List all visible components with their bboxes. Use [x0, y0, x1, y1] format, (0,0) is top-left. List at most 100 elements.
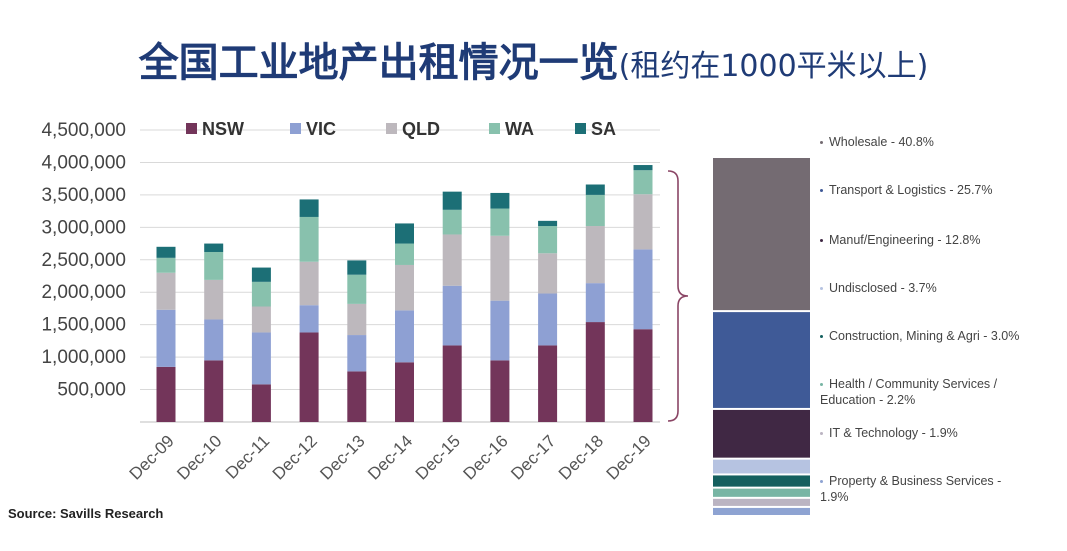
x-tick-label: Dec-18	[555, 431, 607, 483]
x-tick-label: Dec-09	[126, 431, 178, 483]
bar-segment-qld	[586, 226, 605, 283]
bar-segment-vic	[490, 301, 509, 361]
sector-label: Transport & Logistics - 25.7%	[829, 183, 993, 197]
legend-swatch-wa	[489, 123, 500, 134]
bar-segment-sa	[157, 247, 176, 258]
bar-segment-nsw	[395, 362, 414, 422]
bar-segment-vic	[395, 310, 414, 362]
bar-segment-qld	[538, 253, 557, 293]
legend-label-qld: QLD	[402, 119, 440, 139]
bar-segment-wa	[490, 209, 509, 236]
x-tick-label: Dec-10	[173, 431, 225, 483]
bar-segment-nsw	[634, 329, 653, 422]
bar-segment-qld	[490, 236, 509, 301]
bar-segment-sa	[586, 185, 605, 195]
bar-segment-nsw	[300, 332, 319, 422]
bar-segment-vic	[443, 286, 462, 346]
sector-bar-segment	[713, 158, 810, 310]
sector-bar-segment	[713, 499, 810, 506]
legend-label-vic: VIC	[306, 119, 336, 139]
legend-swatch-sa	[575, 123, 586, 134]
bar-segment-qld	[347, 304, 366, 335]
sector-item-property: Property & Business Services - 1.9%	[820, 473, 1030, 505]
sector-item-transport: Transport & Logistics - 25.7%	[820, 182, 1060, 198]
y-tick-label: 2,000,000	[41, 282, 126, 303]
bullet-icon	[820, 141, 823, 144]
bar-segment-nsw	[586, 322, 605, 422]
sector-bar-segment	[713, 410, 810, 458]
bar-segment-sa	[634, 165, 653, 170]
bar-segment-sa	[252, 268, 271, 282]
bar-segment-sa	[395, 223, 414, 243]
y-tick-label: 500,000	[57, 380, 126, 401]
x-tick-label: Dec-11	[222, 431, 273, 482]
bar-segment-vic	[347, 335, 366, 371]
bar-segment-wa	[300, 217, 319, 262]
sector-bar-segment	[713, 312, 810, 408]
bar-segment-nsw	[490, 360, 509, 422]
legend-swatch-qld	[386, 123, 397, 134]
bar-segment-sa	[538, 221, 557, 226]
bar-segment-qld	[443, 234, 462, 285]
y-tick-label: 1,500,000	[41, 315, 126, 336]
legend-label-sa: SA	[591, 119, 616, 139]
bullet-icon	[820, 432, 823, 435]
sector-item-manufacturing: Manuf/Engineering - 12.8%	[820, 232, 1060, 248]
sector-bar-segment	[713, 489, 810, 497]
sector-label: Wholesale - 40.8%	[829, 135, 934, 149]
bar-segment-wa	[157, 258, 176, 273]
bar-segment-vic	[204, 319, 223, 360]
bar-segment-qld	[204, 280, 223, 320]
sector-label: Construction, Mining & Agri - 3.0%	[829, 329, 1019, 343]
bar-segment-sa	[347, 260, 366, 274]
bar-segment-qld	[395, 265, 414, 310]
y-tick-label: 2,500,000	[41, 250, 126, 271]
bar-segment-wa	[252, 282, 271, 307]
x-tick-label: Dec-19	[603, 431, 655, 483]
bar-segment-nsw	[538, 345, 557, 422]
sector-label: Health / Community Services / Education …	[820, 377, 997, 407]
bar-segment-qld	[157, 273, 176, 310]
bar-segment-vic	[252, 332, 271, 384]
bullet-icon	[820, 239, 823, 242]
y-tick-label: 4,500,000	[41, 120, 126, 141]
sector-label: Manuf/Engineering - 12.8%	[829, 233, 980, 247]
bar-segment-qld	[252, 306, 271, 332]
bar-segment-wa	[586, 195, 605, 226]
bar-segment-vic	[300, 305, 319, 332]
bar-segment-vic	[634, 249, 653, 329]
bullet-icon	[820, 480, 823, 483]
bar-segment-vic	[538, 294, 557, 346]
sector-label: IT & Technology - 1.9%	[829, 426, 958, 440]
legend-swatch-nsw	[186, 123, 197, 134]
bar-segment-sa	[204, 244, 223, 252]
bar-segment-wa	[634, 170, 653, 194]
sector-label: Property & Business Services - 1.9%	[820, 474, 1001, 504]
bar-segment-nsw	[204, 360, 223, 422]
legend-swatch-vic	[290, 123, 301, 134]
y-tick-label: 3,500,000	[41, 185, 126, 206]
bar-segment-qld	[300, 262, 319, 305]
x-tick-label: Dec-15	[412, 431, 464, 483]
bar-segment-nsw	[252, 384, 271, 422]
bullet-icon	[820, 287, 823, 290]
legend-label-nsw: NSW	[202, 119, 244, 139]
x-tick-label: Dec-14	[364, 431, 416, 483]
sector-item-construction: Construction, Mining & Agri - 3.0%	[820, 328, 1060, 344]
chart-canvas: 500,0001,000,0001,500,0002,000,0002,500,…	[0, 0, 1067, 551]
sector-item-undisclosed: Undisclosed - 3.7%	[820, 280, 1060, 296]
bullet-icon	[820, 335, 823, 338]
bar-segment-nsw	[347, 371, 366, 422]
bar-segment-vic	[586, 283, 605, 322]
sector-bar-segment	[713, 460, 810, 474]
x-tick-label: Dec-17	[507, 431, 559, 483]
source-note: Source: Savills Research	[8, 506, 163, 521]
legend-label-wa: WA	[505, 119, 534, 139]
bar-segment-nsw	[443, 345, 462, 422]
bar-segment-nsw	[157, 367, 176, 422]
bar-segment-sa	[300, 199, 319, 217]
sector-item-health: Health / Community Services / Education …	[820, 376, 1030, 408]
bar-segment-wa	[347, 275, 366, 304]
sector-label: Undisclosed - 3.7%	[829, 281, 937, 295]
bar-segment-wa	[204, 252, 223, 280]
